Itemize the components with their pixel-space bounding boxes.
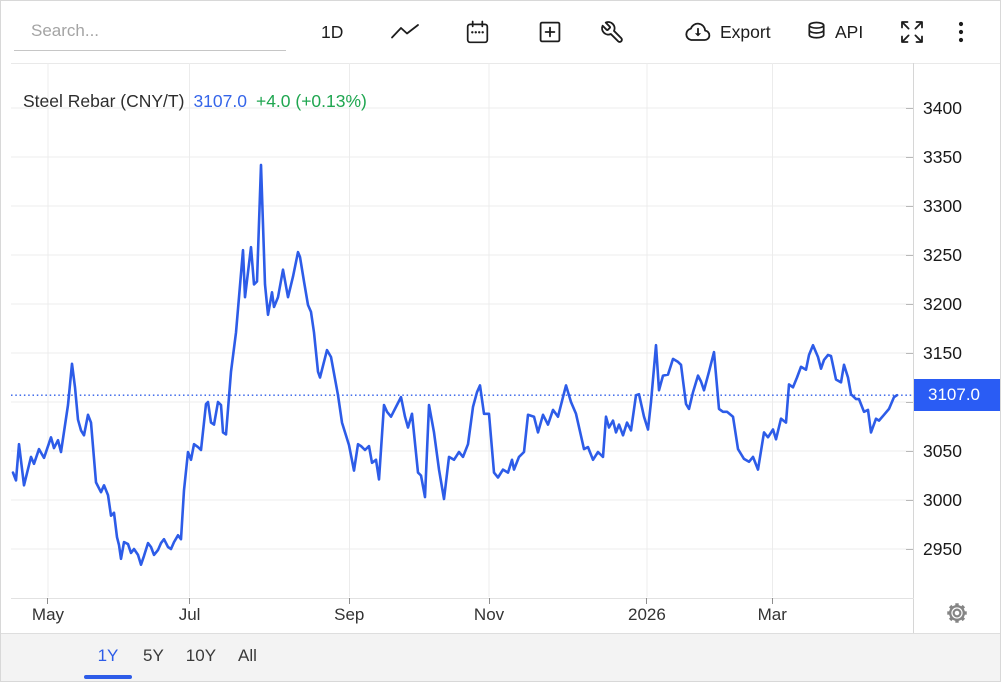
y-axis-label: 3400 xyxy=(923,97,962,118)
y-axis-separator xyxy=(913,63,914,633)
search-input[interactable] xyxy=(14,15,286,51)
database-icon xyxy=(808,21,825,39)
x-axis-label: Mar xyxy=(757,605,787,624)
kebab-menu-icon xyxy=(958,21,964,43)
add-compare-icon xyxy=(539,21,561,43)
y-axis-tick xyxy=(906,352,913,354)
y-axis-label: 2950 xyxy=(923,538,962,559)
x-axis-tick xyxy=(47,598,49,604)
y-axis-label: 3150 xyxy=(923,342,962,363)
x-axis-tick xyxy=(646,598,648,604)
y-axis-label: 3200 xyxy=(923,293,962,314)
toolbar: 1D xyxy=(1,1,1000,63)
export-button[interactable]: Export xyxy=(683,1,771,63)
y-axis-tick xyxy=(906,205,913,207)
x-axis-tick xyxy=(771,598,773,604)
x-axis-tick xyxy=(348,598,350,604)
range-tab-all[interactable]: All xyxy=(238,646,257,665)
interval-label: 1D xyxy=(321,21,344,42)
date-range-button[interactable] xyxy=(465,1,490,63)
x-axis-label: Jul xyxy=(178,605,201,624)
tools-button[interactable] xyxy=(600,1,625,63)
y-axis-label: 3300 xyxy=(923,195,962,216)
x-axis-tick xyxy=(488,598,490,604)
current-price-badge: 3107.0 xyxy=(914,379,1000,412)
chart-type-button[interactable] xyxy=(390,1,420,63)
fullscreen-button[interactable] xyxy=(898,1,926,63)
calendar-icon xyxy=(466,20,489,43)
price-change: +4.0 (+0.13%) xyxy=(255,91,367,111)
api-button[interactable]: API xyxy=(805,1,863,63)
compare-button[interactable] xyxy=(538,1,562,63)
x-axis-line xyxy=(11,598,914,599)
cloud-download-icon xyxy=(685,22,711,41)
chart-header: Steel Rebar (CNY/T) 3107.0 +4.0 (+0.13%) xyxy=(23,91,367,112)
api-label: API xyxy=(835,21,864,42)
search-box xyxy=(14,15,286,51)
instrument-title: Steel Rebar (CNY/T) xyxy=(23,91,185,111)
x-axis-label: 2026 xyxy=(627,605,666,624)
range-tab-5y[interactable]: 5Y xyxy=(143,646,164,665)
interval-dropdown[interactable]: 1D xyxy=(321,1,343,63)
range-selector-bar: 1Y 5Y 10Y All xyxy=(1,633,1000,681)
wrench-icon xyxy=(601,20,623,43)
y-axis-tick xyxy=(906,499,913,501)
y-axis-tick xyxy=(906,156,913,158)
range-tab-1y[interactable]: 1Y xyxy=(84,634,132,679)
x-axis-label: May xyxy=(31,605,65,624)
y-axis-tick xyxy=(906,254,913,256)
range-tabs: 1Y 5Y 10Y All xyxy=(84,634,268,679)
x-axis-tick xyxy=(189,598,191,604)
fullscreen-icon xyxy=(901,21,923,43)
more-options-button[interactable] xyxy=(957,1,965,63)
x-axis-label: Nov xyxy=(473,605,505,624)
y-axis-tick xyxy=(906,303,913,305)
line-chart-icon xyxy=(391,24,419,39)
y-axis-tick xyxy=(906,107,913,109)
y-axis-label: 3250 xyxy=(923,244,962,265)
y-axis: 3400 3350 3300 3250 3200 3150 3050 3000 2950 3107… xyxy=(906,63,1000,633)
y-axis-tick xyxy=(906,450,913,452)
y-axis-tick xyxy=(906,548,913,550)
y-axis-label: 3350 xyxy=(923,146,962,167)
y-axis-label: 3000 xyxy=(923,489,962,510)
range-tab-10y[interactable]: 10Y xyxy=(185,646,217,665)
chart-top-border xyxy=(11,63,1000,64)
last-price: 3107.0 xyxy=(193,91,247,111)
gear-icon xyxy=(947,603,967,623)
y-axis-tick xyxy=(906,401,913,403)
x-axis-label: Sep xyxy=(334,605,365,624)
chart-settings-button[interactable] xyxy=(944,600,970,626)
y-axis-label: 3050 xyxy=(923,440,962,461)
price-chart-plot[interactable] xyxy=(11,63,913,598)
x-axis: May Jul Sep Nov 2026 Mar xyxy=(11,598,913,633)
export-label: Export xyxy=(720,21,771,42)
